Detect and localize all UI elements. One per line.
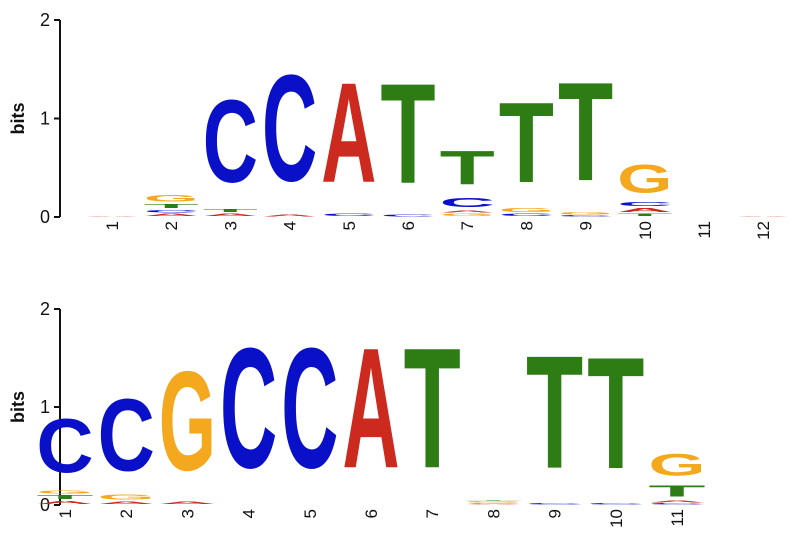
logo-letter-c: C bbox=[380, 214, 435, 217]
logo-letter-c: C bbox=[144, 209, 199, 213]
position-label: 9 bbox=[577, 221, 596, 230]
logo-letter-c: C bbox=[587, 503, 644, 505]
position-label: 1 bbox=[103, 221, 122, 230]
logo-letter-a: A bbox=[465, 504, 522, 505]
logo-letter-c: C bbox=[440, 195, 495, 210]
position-label: 3 bbox=[221, 221, 240, 230]
y-axis-title: bits bbox=[8, 391, 28, 423]
position-label: 5 bbox=[301, 509, 320, 518]
logo-letter-g: G bbox=[440, 213, 495, 217]
position-label: 12 bbox=[754, 221, 773, 240]
position-label: 5 bbox=[340, 221, 359, 230]
logo-letter-a: A bbox=[342, 313, 399, 504]
y-tick-label: 2 bbox=[40, 299, 50, 319]
logo-letter-c: C bbox=[617, 201, 672, 207]
position-label: 6 bbox=[399, 221, 418, 230]
position-label: 11 bbox=[695, 221, 714, 239]
position-label: 8 bbox=[484, 509, 503, 518]
position-label: 10 bbox=[607, 509, 626, 528]
position-label: 10 bbox=[636, 221, 655, 240]
y-tick-label: 1 bbox=[40, 109, 50, 129]
logo-letter-a: A bbox=[736, 216, 791, 217]
logo-letter-g: G bbox=[648, 447, 705, 482]
logo-letter-a: A bbox=[36, 500, 93, 505]
logo-letter-t: T bbox=[36, 494, 93, 500]
logo-letter-c: C bbox=[648, 503, 705, 505]
logo-letter-a: A bbox=[440, 210, 495, 213]
logo-letter-a: A bbox=[84, 216, 139, 217]
position-label: 8 bbox=[517, 221, 536, 230]
logo-letter-a: A bbox=[648, 500, 705, 503]
motif-logo-bottom: 012bitsATGC1AGC2AG3C4C5A6T7ACGT8CT9CT10C… bbox=[8, 299, 706, 528]
position-label: 7 bbox=[458, 221, 477, 230]
y-axis-title: bits bbox=[8, 102, 28, 134]
logo-letter-t: T bbox=[465, 500, 522, 501]
y-tick-label: 0 bbox=[40, 495, 50, 515]
logo-letter-a: A bbox=[262, 214, 317, 217]
position-label: 2 bbox=[117, 509, 136, 518]
position-label: 11 bbox=[668, 509, 687, 527]
y-tick-label: 1 bbox=[40, 397, 50, 417]
logo-letter-a: A bbox=[203, 213, 258, 217]
position-label: 1 bbox=[56, 509, 75, 518]
logo-letter-t: T bbox=[404, 313, 461, 504]
logo-letter-t: T bbox=[587, 324, 644, 502]
y-tick-label: 2 bbox=[40, 10, 50, 30]
logo-letter-t: T bbox=[440, 141, 495, 195]
logo-letter-c: C bbox=[220, 313, 277, 504]
position-label: 3 bbox=[178, 509, 197, 518]
logo-letter-t: T bbox=[380, 55, 435, 214]
logo-letter-g: G bbox=[36, 489, 93, 494]
logo-letter-t: T bbox=[617, 213, 672, 217]
logo-letter-c: C bbox=[203, 77, 258, 209]
logo-letter-a: A bbox=[159, 501, 216, 505]
logo-letter-t: T bbox=[144, 203, 199, 209]
position-label: 4 bbox=[240, 509, 259, 518]
logo-letter-c: C bbox=[465, 503, 522, 504]
position-label: 4 bbox=[281, 221, 300, 230]
logo-letter-a: A bbox=[321, 55, 376, 213]
y-tick-label: 0 bbox=[40, 207, 50, 227]
logo-letter-a: A bbox=[144, 213, 199, 217]
logo-letter-c: C bbox=[281, 313, 338, 504]
logo-letter-g: G bbox=[558, 211, 613, 215]
logo-letter-t: T bbox=[648, 483, 705, 501]
logo-letter-c: C bbox=[36, 402, 93, 489]
logo-letter-g: G bbox=[465, 501, 522, 503]
logo-letter-t: T bbox=[499, 79, 554, 207]
motif-logo-top: 012bitsA1ACTG2ATC3AC4CA5CT6GACT7CGT8CGT9… bbox=[8, 10, 791, 240]
logo-letter-c: C bbox=[558, 215, 613, 217]
logo-letter-g: G bbox=[98, 493, 155, 501]
logo-letter-g: G bbox=[617, 157, 672, 201]
position-label: 9 bbox=[546, 509, 565, 518]
logo-letter-c: C bbox=[499, 213, 554, 217]
logo-letter-t: T bbox=[203, 208, 258, 213]
logo-letter-g: G bbox=[499, 207, 554, 213]
logo-letter-a: A bbox=[98, 501, 155, 505]
position-label: 7 bbox=[423, 509, 442, 518]
logo-letter-c: C bbox=[526, 503, 583, 505]
logo-letter-t: T bbox=[526, 322, 583, 502]
logo-letter-c: C bbox=[98, 379, 155, 493]
logo-letter-g: G bbox=[159, 342, 216, 500]
logo-letter-a: A bbox=[617, 207, 672, 213]
position-label: 6 bbox=[362, 509, 381, 518]
logo-letter-c: C bbox=[262, 43, 317, 214]
position-label: 2 bbox=[162, 221, 181, 230]
logo-letter-t: T bbox=[558, 54, 613, 211]
logo-letter-c: C bbox=[321, 213, 376, 217]
logo-letter-g: G bbox=[144, 193, 199, 203]
